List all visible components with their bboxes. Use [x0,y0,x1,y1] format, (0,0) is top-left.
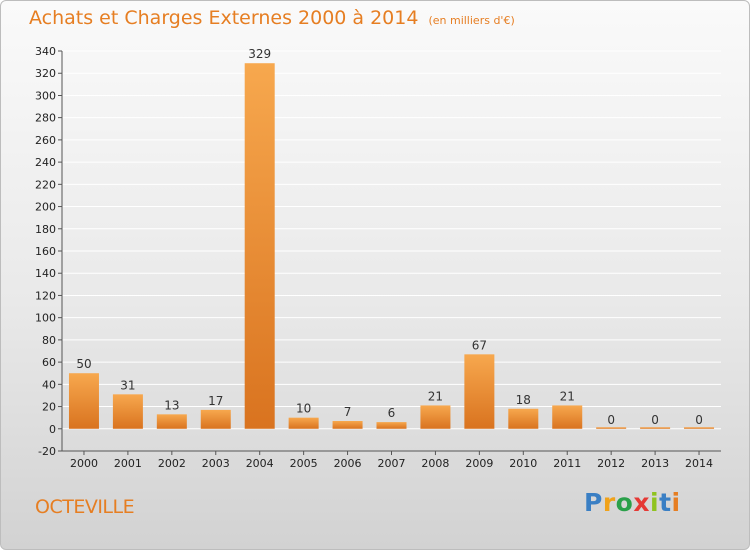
x-tick-label: 2011 [553,457,581,470]
data-label: 50 [76,357,91,371]
y-tick-label: 280 [35,112,56,125]
x-tick-label: 2004 [246,457,274,470]
x-tick-label: 2000 [70,457,98,470]
x-tick-label: 2006 [334,457,362,470]
y-tick-label: 0 [49,423,56,436]
data-label: 6 [388,406,396,420]
bar [684,427,715,429]
data-label: 0 [651,413,659,427]
y-tick-label: 100 [35,312,56,325]
y-tick-label: 40 [42,378,56,391]
y-tick-label: 260 [35,134,56,147]
chart-title-text: Achats et Charges Externes 2000 à 2014 [29,7,419,29]
bar [112,394,143,429]
x-tick-label: 2013 [641,457,669,470]
x-tick-label: 2005 [290,457,318,470]
logo-letter: i [671,488,681,517]
x-tick-label: 2010 [509,457,537,470]
bar [288,417,319,429]
commune-name: OCTEVILLE [35,496,135,518]
y-tick-label: 120 [35,289,56,302]
y-tick-label: 180 [35,223,56,236]
data-label: 21 [428,389,443,403]
bar [200,409,231,429]
y-tick-label: 340 [35,45,56,58]
bar [156,414,187,429]
x-tick-label: 2002 [158,457,186,470]
bar [68,373,99,429]
logo-letter: i [650,488,660,517]
y-tick-label: 220 [35,178,56,191]
x-tick-label: 2014 [685,457,713,470]
logo-letter: o [615,488,634,517]
y-tick-label: 60 [42,356,56,369]
x-tick-label: 2001 [114,457,142,470]
data-label: 18 [516,393,531,407]
y-tick-label: 80 [42,334,56,347]
bar [332,421,363,429]
data-label: 329 [248,47,271,61]
x-tick-label: 2003 [202,457,230,470]
y-tick-label: 140 [35,267,56,280]
x-tick-label: 2012 [597,457,625,470]
chart-title: Achats et Charges Externes 2000 à 2014 (e… [29,7,515,29]
bar [508,408,539,429]
logo-letter: t [659,488,672,517]
bar [552,405,583,429]
logo-letter: P [584,488,603,517]
data-label: 31 [120,378,135,392]
y-tick-label: 300 [35,89,56,102]
y-tick-label: 20 [42,401,56,414]
logo-letter: x [633,488,650,517]
bar [596,427,627,429]
chart-unit: (en milliers d'€) [428,14,515,27]
data-label: 67 [472,338,487,352]
x-tick-label: 2008 [421,457,449,470]
bar [244,63,275,429]
data-label: 13 [164,398,179,412]
logo-letter: r [602,488,616,517]
data-label: 10 [296,402,311,416]
x-tick-label: 2009 [465,457,493,470]
data-label: 21 [560,389,575,403]
bar [640,427,671,429]
data-label: 0 [695,413,703,427]
y-tick-label: 320 [35,67,56,80]
data-label: 17 [208,394,223,408]
proxiti-logo: Proxiti [584,488,681,517]
bar [464,354,495,429]
x-tick-label: 2007 [378,457,406,470]
y-tick-label: 240 [35,156,56,169]
y-tick-label: -20 [38,445,56,458]
y-tick-label: 200 [35,201,56,214]
bar [376,422,407,429]
data-label: 7 [344,405,352,419]
bar [420,405,451,429]
y-tick-label: 160 [35,245,56,258]
data-label: 0 [607,413,615,427]
